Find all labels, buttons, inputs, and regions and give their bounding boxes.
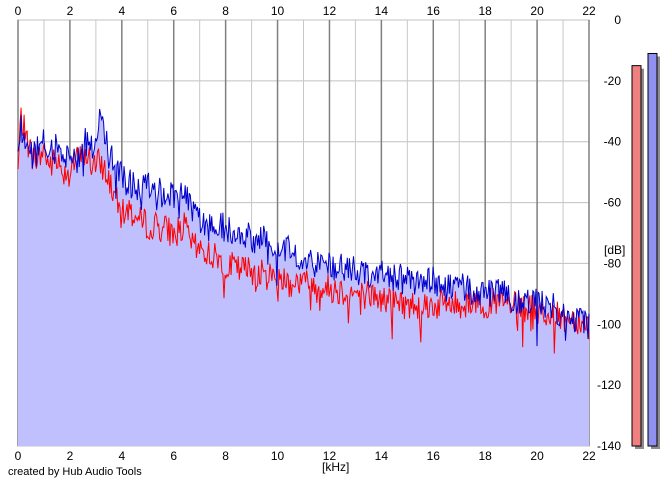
x-tick-label-top: 20 (530, 4, 544, 18)
x-tick-label-top: 0 (15, 4, 22, 18)
level-bar-right (647, 52, 658, 447)
x-tick-labels-top: 0 2 4 6 8 10 12 14 16 18 20 22 (15, 4, 596, 18)
x-tick-label-bottom: 16 (427, 449, 441, 463)
x-tick-label-top: 12 (323, 4, 337, 18)
x-tick-labels-bottom: 0 2 4 6 8 10 12 14 16 18 20 22 (15, 449, 596, 463)
x-axis-label: [kHz] (322, 460, 349, 474)
x-tick-label-bottom: 18 (479, 449, 493, 463)
y-tick-label: -40 (604, 135, 622, 149)
y-tick-label: -80 (604, 256, 622, 270)
x-tick-label-bottom: 0 (15, 449, 22, 463)
x-tick-label-top: 10 (271, 4, 285, 18)
y-tick-label: -140 (597, 439, 621, 453)
x-tick-label-bottom: 22 (582, 449, 596, 463)
series-line-right-channel (17, 108, 590, 347)
x-tick-label-bottom: 6 (170, 449, 177, 463)
x-tick-label-bottom: 2 (67, 449, 74, 463)
x-tick-label-bottom: 8 (222, 449, 229, 463)
x-tick-label-bottom: 10 (271, 449, 285, 463)
y-tick-label: -60 (604, 196, 622, 210)
x-tick-label-bottom: 12 (323, 449, 337, 463)
y-tick-label: -100 (597, 317, 621, 331)
x-tick-label-top: 18 (479, 4, 493, 18)
x-tick-label-bottom: 14 (375, 449, 389, 463)
x-tick-label-top: 22 (582, 4, 596, 18)
y-axis-label: [dB] (604, 243, 625, 257)
x-tick-label-top: 16 (427, 4, 441, 18)
y-tick-label: -120 (597, 378, 621, 392)
x-tick-label-bottom: 4 (118, 449, 125, 463)
level-meters (631, 52, 660, 450)
y-tick-labels: 0 -20 -40 -60 -80 -100 -120 -140 (597, 13, 621, 453)
x-tick-label-bottom: 20 (530, 449, 544, 463)
y-tick-label: -20 (604, 74, 622, 88)
level-bar-left (631, 65, 642, 447)
x-tick-label-top: 8 (222, 4, 229, 18)
x-tick-label-top: 14 (375, 4, 389, 18)
x-tick-label-top: 2 (67, 4, 74, 18)
y-tick-label: 0 (614, 13, 621, 27)
x-tick-label-top: 4 (118, 4, 125, 18)
credit-text: created by Hub Audio Tools (8, 466, 142, 478)
x-tick-label-top: 6 (170, 4, 177, 18)
